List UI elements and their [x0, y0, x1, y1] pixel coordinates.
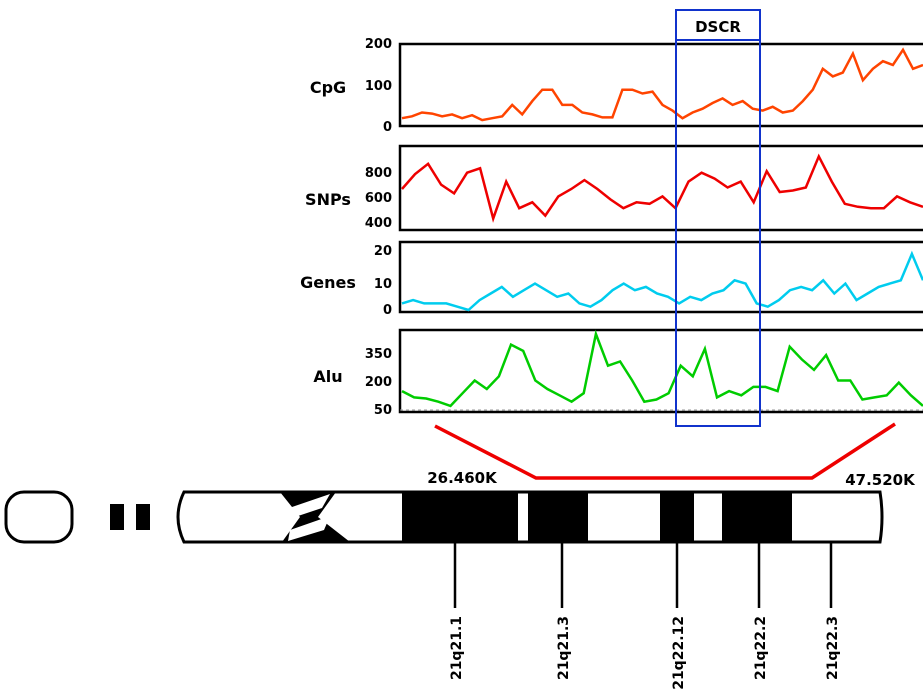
panel-genes: Genes 20 10 0: [300, 240, 923, 318]
band-label-21q22-3: 21q22.3: [825, 616, 841, 680]
band-label-21q21-3: 21q21.3: [556, 616, 572, 680]
band-label-21q22-2: 21q22.2: [753, 616, 769, 680]
dscr-region-box: [675, 39, 761, 427]
panel-genes-tick-bottom: 0: [383, 303, 392, 318]
panel-alu-tick-top: 350: [365, 347, 392, 362]
band-leaders: [453, 542, 833, 608]
panel-snps-label: SNPs: [305, 190, 351, 209]
panel-genes-frame: [398, 240, 923, 314]
panel-cpg-tick-top: 200: [365, 37, 392, 52]
coord-right: 47.520K: [845, 471, 916, 489]
panel-cpg-label: CpG: [310, 78, 346, 97]
panel-alu-frame: [398, 328, 923, 414]
band-21q22-12: [660, 492, 694, 542]
zoom-connector: [434, 422, 896, 480]
band-21q21-3: [528, 492, 588, 542]
panel-cpg-frame: [398, 42, 923, 128]
dscr-label: DSCR: [695, 18, 741, 36]
band-21q21-1: [402, 492, 518, 542]
centromere-stripe-2: [288, 516, 330, 541]
panel-genes-tick-top: 20: [374, 244, 392, 259]
chromosome-ideogram: [4, 490, 884, 544]
snps-series-line: [401, 153, 923, 223]
panel-snps-tick-mid: 600: [365, 191, 392, 206]
panel-alu-tick-mid: 200: [365, 375, 392, 390]
panel-cpg-tick-bottom: 0: [383, 120, 392, 135]
gap-dash-2: [136, 504, 150, 530]
alu-series-line: [401, 329, 923, 408]
panel-snps-tick-bottom: 400: [365, 216, 392, 231]
band-label-21q21-1: 21q21.1: [449, 616, 465, 680]
short-arm-end: [4, 490, 74, 544]
genes-series-line: [401, 250, 923, 312]
band-labels: 21q21.1 21q21.3 21q22.12 21q22.2 21q22.3: [449, 616, 841, 690]
panel-snps-tick-top: 800: [365, 166, 392, 181]
coord-left: 26.460K: [427, 469, 498, 487]
panel-snps-frame: [398, 144, 923, 232]
panel-alu-tick-bottom: 50: [374, 403, 392, 418]
dscr-header: DSCR: [675, 9, 761, 41]
gap-dash-1: [110, 504, 124, 530]
band-label-21q22-12: 21q22.12: [671, 616, 687, 690]
panel-cpg-tick-mid: 100: [365, 79, 392, 94]
panel-genes-tick-mid: 10: [374, 277, 392, 292]
panel-alu: Alu 350 200 50: [313, 328, 923, 418]
panel-genes-label: Genes: [300, 273, 356, 292]
panel-cpg: CpG 200 100 0: [310, 37, 923, 135]
cpg-series-line: [401, 47, 923, 122]
panel-snps: SNPs 800 600 400: [305, 144, 923, 232]
centromere-stripe-1: [286, 494, 330, 520]
band-21q22-2: [722, 492, 792, 542]
panel-alu-label: Alu: [313, 367, 342, 386]
